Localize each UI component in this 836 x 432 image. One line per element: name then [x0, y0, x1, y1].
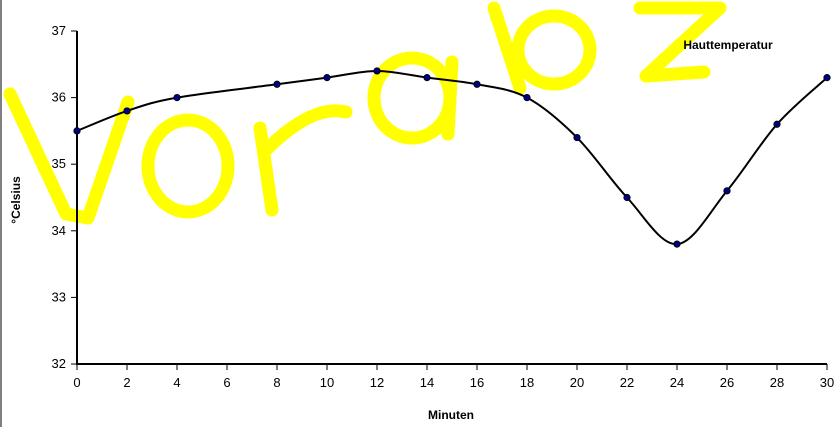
x-tick-label: 6	[223, 375, 230, 390]
watermark-letter-a-stem	[441, 55, 459, 141]
x-tick-label: 26	[720, 375, 734, 390]
x-axis-label: Minuten	[428, 408, 474, 422]
data-point	[723, 187, 731, 195]
watermark-letter-o	[141, 113, 235, 219]
watermark	[3, 1, 727, 225]
data-point	[273, 80, 281, 88]
x-tick-label: 2	[123, 375, 130, 390]
data-point	[323, 74, 331, 82]
x-tick-label: 0	[73, 375, 80, 390]
data-point	[173, 94, 181, 102]
x-tick-label: 20	[570, 375, 584, 390]
x-tick-label: 16	[470, 375, 484, 390]
x-tick-label: 24	[670, 375, 684, 390]
data-point	[623, 193, 631, 202]
data-point	[423, 74, 431, 82]
data-point	[823, 74, 831, 82]
x-tick-label: 4	[173, 375, 180, 390]
x-tick-label: 22	[620, 375, 634, 390]
legend-label: Hauttemperatur	[683, 38, 773, 52]
x-tick-label: 14	[420, 375, 434, 390]
data-point	[473, 80, 481, 88]
series-line	[76, 69, 828, 246]
watermark-letter-v	[3, 87, 135, 225]
data-point	[373, 67, 381, 75]
data-point	[673, 240, 681, 248]
series-layer	[73, 67, 831, 248]
y-tick-label: 33	[52, 289, 66, 304]
data-point	[523, 94, 531, 102]
watermark-letter-a-bowl	[367, 51, 457, 145]
data-point	[773, 120, 781, 128]
watermark-letter-r	[253, 104, 353, 217]
data-point	[73, 127, 81, 135]
watermark-letter-b-stem	[487, 1, 527, 95]
x-tick-label: 12	[370, 375, 384, 390]
watermark-letter-z	[633, 1, 727, 83]
y-tick-label: 36	[52, 90, 66, 105]
x-tick-label: 10	[320, 375, 334, 390]
data-point	[123, 107, 131, 115]
y-tick-label: 35	[52, 156, 66, 171]
watermark-letter-b-bowl	[511, 9, 597, 91]
axes	[71, 30, 828, 370]
x-tick-label: 8	[273, 375, 280, 390]
y-tick-label: 37	[52, 23, 66, 38]
x-tick-label: 18	[520, 375, 534, 390]
y-axis-label: °Celsius	[9, 176, 23, 224]
y-tick-label: 34	[52, 223, 66, 238]
x-tick-label: 30	[820, 375, 834, 390]
data-point	[573, 133, 581, 142]
y-tick-label: 32	[52, 356, 66, 371]
x-tick-label: 28	[770, 375, 784, 390]
